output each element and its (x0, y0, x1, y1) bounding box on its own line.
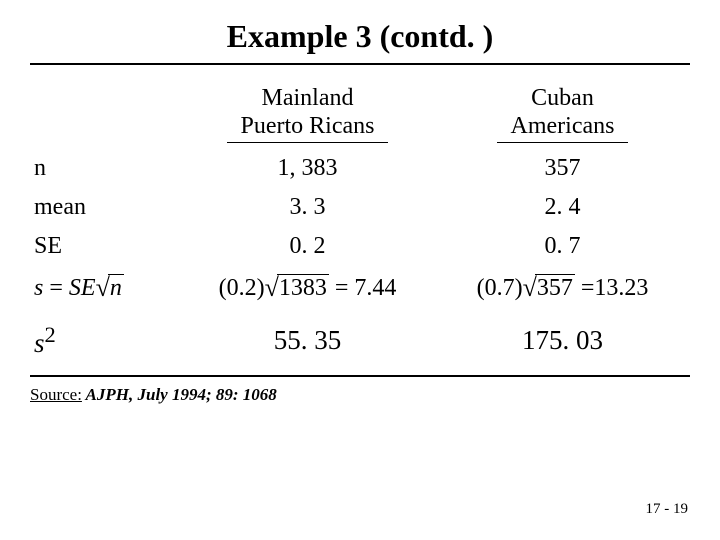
s2-label: s2 (30, 308, 180, 369)
header-row: Mainland Puerto Ricans Cuban Americans (30, 79, 690, 149)
formula-c2-post: =13.23 (575, 275, 649, 301)
n-col1: 1, 383 (180, 149, 435, 188)
s2-sup: 2 (45, 322, 56, 347)
row-se: SE 0. 2 0. 7 (30, 227, 690, 266)
source-prefix: Source: (30, 385, 82, 404)
col2-header-line2: Americans (511, 113, 615, 139)
col2-header: Cuban Americans (497, 85, 629, 143)
formula-c1-post: = 7.44 (329, 275, 397, 301)
formula-c1-rad: 1383 (277, 274, 329, 302)
formula-lhs: s = SE√n (30, 266, 180, 308)
se-label: SE (30, 227, 180, 266)
radical-icon: √ (265, 273, 279, 302)
se-col2: 0. 7 (435, 227, 690, 266)
formula-col2: (0.7)√357 =13.23 (435, 266, 690, 308)
row-mean: mean 3. 3 2. 4 (30, 188, 690, 227)
top-rule (30, 63, 690, 65)
source-rest: AJPH, July 1994; 89: 1068 (82, 385, 277, 404)
formula-s: s (34, 275, 43, 301)
s2-col1: 55. 35 (180, 308, 435, 369)
col2-header-line1: Cuban (531, 85, 594, 111)
formula-c1-pre: (0.2) (219, 275, 265, 301)
stats-table: Mainland Puerto Ricans Cuban Americans n… (30, 79, 690, 369)
row-s-squared: s2 55. 35 175. 03 (30, 308, 690, 369)
formula-c2-rad: 357 (535, 274, 575, 302)
slide-title: Example 3 (contd. ) (30, 18, 690, 55)
col1-header-line2: Puerto Ricans (241, 113, 375, 139)
s2-col2: 175. 03 (435, 308, 690, 369)
page-number: 17 - 19 (646, 501, 689, 518)
radical-icon: √ (523, 273, 537, 302)
formula-eq: = (43, 275, 69, 301)
n-col2: 357 (435, 149, 690, 188)
mean-col1: 3. 3 (180, 188, 435, 227)
radical-icon: √ (96, 273, 110, 302)
formula-c2-pre: (0.7) (477, 275, 523, 301)
col1-header: Mainland Puerto Ricans (227, 85, 389, 143)
col1-header-line1: Mainland (262, 85, 354, 111)
formula-se: SE (69, 275, 96, 301)
se-col1: 0. 2 (180, 227, 435, 266)
row-n: n 1, 383 357 (30, 149, 690, 188)
row-formula: s = SE√n (0.2)√1383 = 7.44 (0.7)√357 =13… (30, 266, 690, 308)
mean-col2: 2. 4 (435, 188, 690, 227)
s2-s: s (34, 328, 45, 358)
formula-col1: (0.2)√1383 = 7.44 (180, 266, 435, 308)
n-label: n (30, 149, 180, 188)
formula-sqrt-n: n (108, 274, 124, 302)
mean-label: mean (30, 188, 180, 227)
source-citation: Source: AJPH, July 1994; 89: 1068 (30, 385, 690, 405)
bottom-rule (30, 375, 690, 377)
